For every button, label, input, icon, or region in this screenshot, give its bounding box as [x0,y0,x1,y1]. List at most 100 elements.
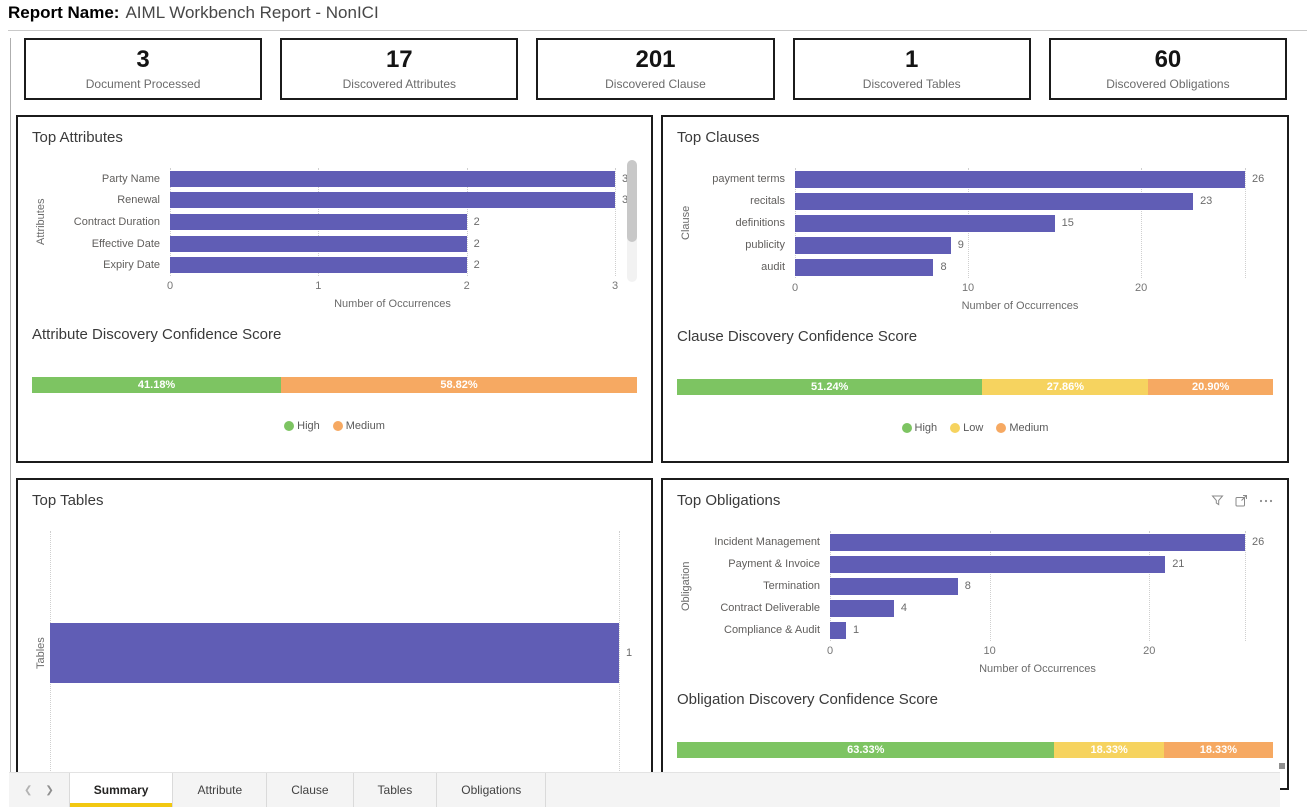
confidence-segment-medium[interactable]: 58.82% [281,377,637,393]
kpi-value: 60 [1154,46,1182,74]
confidence-segment-medium[interactable]: 18.33% [1163,742,1273,758]
top-tables-panel: Top Tables Tables 1 [16,478,653,790]
value-label: 21 [1172,558,1185,570]
kpi-label: Discovered Attributes [342,76,456,91]
bar[interactable] [795,192,1194,210]
x-axis: 0 10 20 [677,645,1273,660]
tab-summary[interactable]: Summary [68,773,174,807]
x-tick-labels: 0 10 20 [826,645,1245,660]
chart-scrollbar[interactable] [627,160,637,282]
value-label: 3 [622,194,629,207]
category-label: Payment & Invoice [728,558,820,570]
bar-row: 2 [170,233,615,255]
focus-mode-icon[interactable] [1235,494,1248,507]
category-axis: Party Name Renewal Contract Duration Effect… [50,168,170,276]
x-axis-title: Number of Occurrences [334,298,451,310]
legend-dot [284,421,295,431]
x-tick-label: 0 [826,645,834,657]
y-axis-title: Attributes [35,198,47,246]
category-label: Renewal [117,194,160,207]
x-tick-labels: 0 1 2 3 [167,280,618,295]
bar[interactable] [830,555,1166,573]
tab-nav-prev-icon[interactable]: ❮ [24,784,33,796]
kpi-value: 3 [136,46,150,74]
legend-label: High [914,422,938,434]
tab-tables[interactable]: Tables [354,773,438,807]
bar[interactable] [170,235,467,252]
bar-row: 9 [795,234,1245,256]
x-tick-labels: 0 10 20 [792,282,1245,297]
legend-dot [901,423,912,433]
bar-row: 2 [170,254,615,276]
attribute-confidence-bar: 41.18% 58.82% [32,377,637,393]
bar-rows: 26 23 15 9 8 [795,168,1264,278]
legend-label: Low [963,422,984,434]
bar[interactable] [830,599,894,617]
visual-action-bar [1211,494,1273,507]
confidence-segment-high[interactable]: 51.24% [677,379,983,395]
bar-rows: 26 21 8 4 1 [830,531,1264,641]
value-label: 26 [1252,536,1265,548]
tab-clause[interactable]: Clause [267,773,354,807]
kpi-card: 17 Discovered Attributes [280,38,519,100]
bar-row: 23 [795,190,1245,212]
axis-gutter [1245,282,1273,297]
tab-obligations[interactable]: Obligations [437,773,547,807]
bar[interactable] [795,236,951,254]
bar-row: 26 [795,168,1264,190]
category-label: Expiry Date [103,259,160,272]
gridline [466,168,468,276]
chart-scrollbar-thumb[interactable] [627,160,637,242]
bar[interactable] [50,623,619,683]
value-label: 8 [940,261,947,273]
bar[interactable] [830,577,958,595]
confidence-segment-low[interactable]: 27.86% [982,379,1149,395]
x-tick-label: 1 [315,280,322,292]
top-clauses-panel: Top Clauses Clause payment terms recitals d… [661,115,1289,463]
axis-gutter [615,280,637,295]
panel-title: Top Tables [32,492,104,509]
plot-area: 26 21 8 4 1 [830,531,1264,641]
bar-rows: 1 [50,531,632,775]
bar[interactable] [170,213,467,230]
confidence-segment-high[interactable]: 63.33% [677,742,1055,758]
bar[interactable] [170,192,615,209]
category-axis: Incident Management Payment & Invoice Term… [695,531,830,641]
category-label: Incident Management [714,536,820,548]
bar[interactable] [170,170,615,187]
confidence-segment-medium[interactable]: 20.90% [1148,379,1273,395]
x-tick-label: 20 [1135,282,1148,294]
confidence-segment-high[interactable]: 41.18% [32,377,282,393]
tab-attribute[interactable]: Attribute [173,773,268,807]
y-axis-title: Clause [680,205,692,241]
value-label: 4 [900,602,907,614]
y-axis-title: Tables [35,637,47,669]
filter-icon[interactable] [1211,494,1224,507]
category-label: audit [761,261,785,273]
x-tick-label: 10 [983,645,996,657]
bar[interactable] [830,621,846,639]
bar[interactable] [795,170,1245,188]
bar[interactable] [795,214,1055,232]
tab-strip: Summary Attribute Clause Tables Obligations [68,773,547,807]
x-axis: 0 1 2 3 [32,280,637,295]
bar-row: 2 [170,211,615,233]
top-attributes-chart: Attributes Party Name Renewal Contract Dura… [32,160,637,310]
category-label: definitions [735,217,785,229]
kpi-label: Discovered Clause [605,76,706,91]
y-axis-title: Obligation [680,561,692,611]
bar[interactable] [795,258,934,276]
canvas-edge-line [10,38,11,807]
tab-nav-next-icon[interactable]: ❯ [45,784,54,796]
bar[interactable] [170,257,467,274]
plot-area: 3 3 2 2 2 [170,168,628,276]
bar[interactable] [830,533,1245,551]
category-label: publicity [745,239,785,251]
tab-nav: ❮ ❯ [9,773,69,807]
value-label: 2 [473,237,480,250]
more-options-icon[interactable] [1259,494,1273,507]
top-obligations-panel: Top Obligations Obligation Incident Manag… [661,478,1289,790]
confidence-segment-low[interactable]: 18.33% [1054,742,1164,758]
kpi-card: 3 Document Processed [24,38,263,100]
kpi-label: Document Processed [85,76,201,91]
